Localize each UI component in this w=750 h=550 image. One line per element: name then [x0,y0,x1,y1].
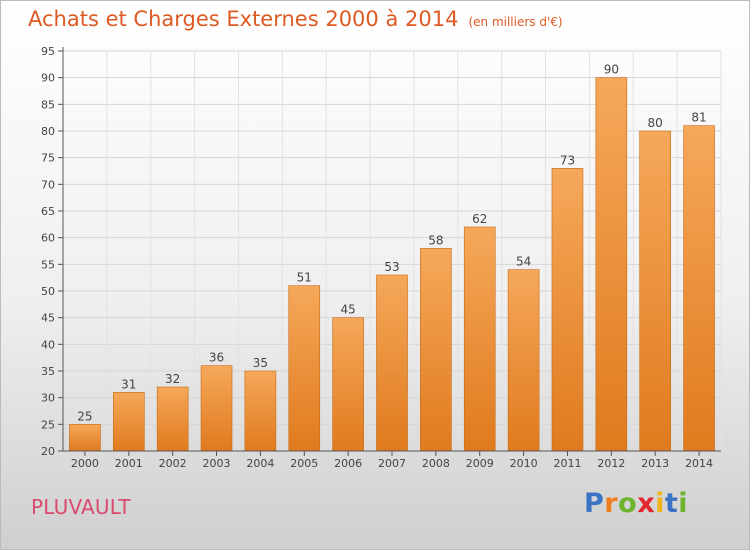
x-tick-label: 2001 [115,457,143,470]
data-label-2012: 90 [604,63,619,77]
x-tick-label: 2014 [685,457,713,470]
bar-2012 [595,77,628,452]
bar-2002 [156,386,189,452]
chart-title: Achats et Charges Externes 2000 à 2014 [28,7,459,31]
x-tick-label: 2007 [378,457,406,470]
logo-letter: i [655,488,665,519]
bar-2000 [69,424,101,452]
axes: 20 25 30 35 40 45 50 55 60 65 70 75 80 85 90 95 2000 2001… [41,45,721,470]
x-tick-label: 2013 [641,457,669,470]
x-tick-label: 2000 [71,457,99,470]
data-label-2006: 45 [340,303,355,317]
bar-2001 [113,392,145,452]
proxiti-logo: Proxiti [584,488,688,519]
x-tick-label: 2004 [246,457,274,470]
y-tick-label: 65 [41,205,55,218]
data-label-2000: 25 [77,409,92,423]
logo-letter: P [584,488,605,519]
x-tick-label: 2005 [290,457,318,470]
bars: 25 31 32 36 35 51 45 53 58 62 54 73 90 80 81 [69,63,715,452]
x-tick-label: 2009 [466,457,494,470]
y-tick-label: 30 [41,392,55,405]
data-label-2004: 35 [253,356,268,370]
data-label-2001: 31 [121,377,136,391]
y-tick-label: 90 [41,72,55,85]
x-tick-label: 2008 [422,457,450,470]
data-label-2011: 73 [560,153,575,167]
data-label-2009: 62 [472,212,487,226]
title-row: Achats et Charges Externes 2000 à 2014 (e… [28,7,563,31]
chart-subtitle: (en milliers d'€) [468,15,563,29]
data-label-2005: 51 [297,271,312,285]
bar-2014 [683,125,715,452]
data-label-2003: 36 [209,351,224,365]
y-tick-label: 60 [41,232,55,245]
bar-2005 [288,285,321,452]
y-tick-label: 80 [41,125,55,138]
data-label-2010: 54 [516,255,531,269]
logo-letter: t [664,488,679,519]
y-tick-label: 45 [41,312,55,325]
y-tick-label: 70 [41,178,55,191]
logo-letter: i [678,488,689,519]
logo-letter: r [604,488,619,519]
x-tick-label: 2012 [597,457,625,470]
bar-2007 [376,274,408,452]
bar-2008 [420,248,452,452]
y-tick-label: 20 [41,445,55,458]
bar-2009 [463,226,496,452]
data-label-2007: 53 [384,260,399,274]
x-tick-label: 2011 [553,457,581,470]
x-tick-label: 2002 [159,457,187,470]
place-name: PLUVAULT [31,495,131,519]
data-label-2013: 80 [648,116,663,130]
data-label-2002: 32 [165,372,180,386]
bar-2010 [507,269,540,452]
bar-2013 [639,130,672,452]
y-tick-label: 85 [41,98,55,111]
bar-2006 [332,317,364,452]
x-tick-label: 2010 [510,457,538,470]
y-tick-label: 40 [41,338,55,351]
logo-letter: x [637,488,656,519]
y-tick-label: 35 [41,365,55,378]
logo-letter: o [618,488,638,519]
data-label-2008: 58 [428,233,443,247]
y-tick-label: 75 [41,152,55,165]
x-tick-label: 2006 [334,457,362,470]
y-tick-label: 25 [41,418,55,431]
data-label-2014: 81 [691,111,706,125]
y-tick-label: 50 [41,285,55,298]
bar-2003 [200,365,233,452]
bar-2011 [551,168,584,452]
y-tick-label: 55 [41,258,55,271]
x-tick-label: 2003 [203,457,231,470]
y-tick-label: 95 [41,45,55,58]
bar-2004 [244,370,277,452]
